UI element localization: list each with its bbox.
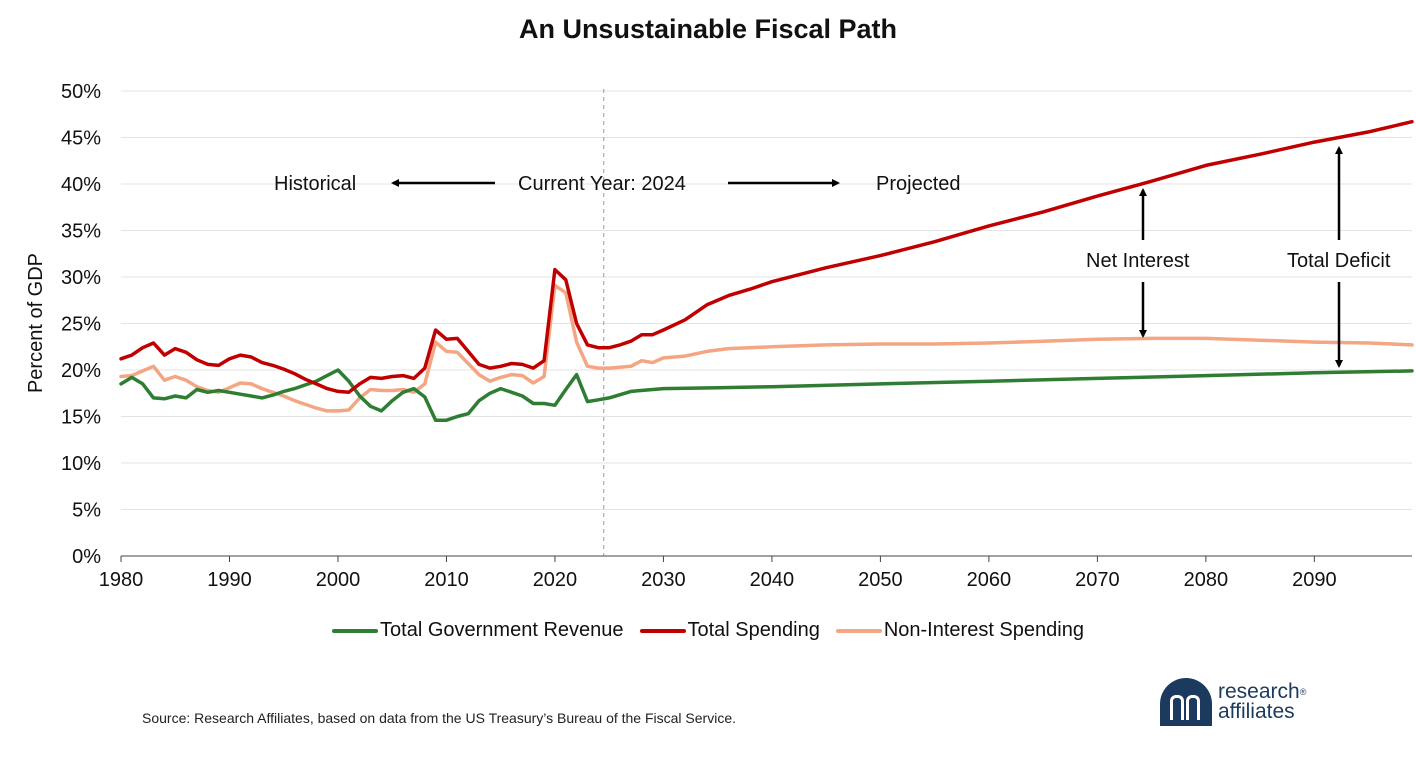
x-tick-label: 2000	[316, 569, 361, 591]
annotation-net-interest: Net Interest	[1086, 250, 1190, 272]
logo-line2: affiliates	[1218, 700, 1295, 723]
y-tick-label: 5%	[72, 500, 101, 522]
x-tick-label: 2050	[858, 569, 903, 591]
source-note: Source: Research Affiliates, based on da…	[142, 710, 737, 726]
series-line-non-interest	[119, 283, 1414, 413]
y-tick-label: 30%	[61, 267, 101, 289]
y-tick-label: 45%	[61, 128, 101, 150]
y-tick-label: 10%	[61, 453, 101, 475]
x-tick-label: 2080	[1184, 569, 1229, 591]
logo-mark-icon	[1160, 678, 1212, 726]
annotation-current-year: Current Year: 2024	[518, 173, 686, 195]
annotation-projected: Projected	[876, 173, 961, 195]
y-tick-label: 0%	[72, 546, 101, 568]
x-tick-label: 2070	[1075, 569, 1120, 591]
x-tick-label: 2030	[641, 569, 686, 591]
y-tick-label: 50%	[61, 81, 101, 103]
logo-line1: research	[1218, 680, 1300, 703]
legend-item-revenue: Total Government Revenue	[332, 619, 624, 642]
annotation-historical: Historical	[274, 173, 356, 195]
legend-label-revenue: Total Government Revenue	[380, 619, 624, 641]
logo-registered: ®	[1299, 687, 1307, 697]
legend-item-non-interest: Non-Interest Spending	[835, 619, 1084, 642]
x-tick-label: 1980	[99, 569, 144, 591]
annotation-total-deficit: Total Deficit	[1287, 250, 1391, 272]
grid-lines	[121, 90, 1412, 510]
legend-label-total-spending: Total Spending	[687, 619, 820, 641]
y-tick-label: 25%	[61, 314, 101, 336]
line-chart: 0% 5% 10% 15% 20% 25% 30% 35% 40% 45% 50% 1980 1990…	[25, 81, 1414, 591]
y-axis-ticks: 0% 5% 10% 15% 20% 25% 30% 35% 40% 45% 50%	[61, 81, 101, 568]
x-tick-label: 2010	[424, 569, 469, 591]
legend-item-total-spending: Total Spending	[639, 619, 820, 642]
legend-label-non-interest: Non-Interest Spending	[883, 619, 1084, 641]
series-lines	[119, 119, 1414, 422]
x-tick-label: 2040	[750, 569, 795, 591]
series-line-revenue	[119, 368, 1414, 422]
legend-swatch-non-interest	[835, 628, 882, 633]
y-tick-label: 40%	[61, 174, 101, 196]
x-tick-label: 2090	[1292, 569, 1337, 591]
x-tick-label: 2060	[967, 569, 1012, 591]
y-tick-label: 20%	[61, 360, 101, 382]
research-affiliates-logo: research® affiliates	[1160, 678, 1306, 726]
legend-swatch-total-spending	[639, 628, 686, 633]
x-tick-label: 2020	[533, 569, 578, 591]
chart-title: An Unsustainable Fiscal Path	[518, 14, 898, 44]
x-axis-ticks: 1980 1990 2000 2010 2020 2030 2040 2050 2060 2070…	[99, 556, 1337, 591]
x-tick-label: 1990	[207, 569, 252, 591]
legend: Total Government Revenue Total Spending …	[0, 619, 1416, 642]
series-line-total-spending	[119, 119, 1414, 395]
y-tick-label: 15%	[61, 407, 101, 429]
legend-swatch-revenue	[332, 628, 379, 633]
logo-text: research® affiliates	[1218, 680, 1307, 723]
y-tick-label: 35%	[61, 221, 101, 243]
y-axis-label: Percent of GDP	[25, 253, 47, 393]
